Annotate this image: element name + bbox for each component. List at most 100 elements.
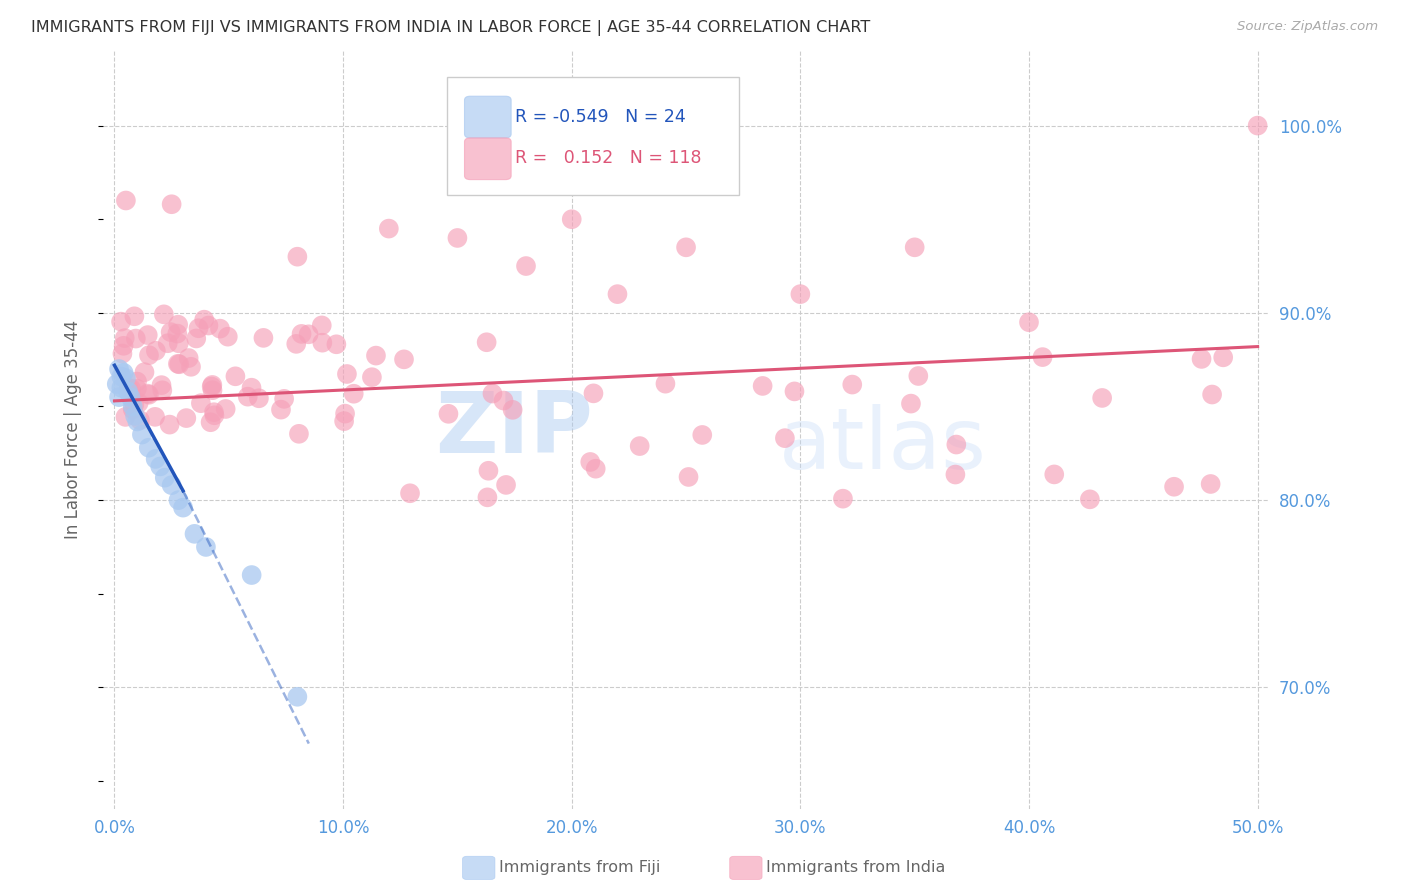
Point xyxy=(131,427,153,442)
Point xyxy=(1163,480,1185,494)
Point xyxy=(153,470,176,484)
Point xyxy=(481,386,503,401)
Point xyxy=(176,411,198,425)
Point xyxy=(336,367,359,381)
Point xyxy=(138,441,160,455)
Point xyxy=(190,396,212,410)
Point xyxy=(143,409,166,424)
Point xyxy=(515,259,537,273)
Point xyxy=(110,369,132,384)
Point xyxy=(145,452,167,467)
Text: atlas: atlas xyxy=(779,403,987,486)
Point xyxy=(287,690,309,704)
Point xyxy=(160,478,183,492)
Point xyxy=(297,327,319,342)
Point xyxy=(117,384,139,399)
Point xyxy=(120,390,142,404)
Point xyxy=(201,383,224,397)
Point xyxy=(166,326,188,341)
Point xyxy=(187,321,209,335)
Point xyxy=(217,329,239,343)
Point xyxy=(138,348,160,362)
Point xyxy=(224,369,246,384)
Point xyxy=(115,371,138,385)
Point xyxy=(361,370,384,384)
Point xyxy=(125,375,148,389)
Point xyxy=(678,470,700,484)
Point xyxy=(475,335,498,350)
Text: R =   0.152   N = 118: R = 0.152 N = 118 xyxy=(515,149,702,168)
Point xyxy=(690,428,713,442)
Point xyxy=(1191,351,1213,366)
Point xyxy=(112,339,135,353)
Point xyxy=(120,382,142,396)
Point xyxy=(214,401,236,416)
Point xyxy=(108,362,131,376)
FancyBboxPatch shape xyxy=(464,138,512,179)
Point xyxy=(150,378,173,392)
Point xyxy=(945,437,967,451)
Point xyxy=(180,359,202,374)
Point xyxy=(773,431,796,445)
Point xyxy=(364,349,387,363)
Point xyxy=(112,366,135,380)
Point xyxy=(194,540,217,554)
Point xyxy=(1032,350,1054,364)
Point xyxy=(201,379,224,393)
Point xyxy=(236,390,259,404)
FancyBboxPatch shape xyxy=(464,96,512,138)
Y-axis label: In Labor Force | Age 35-44: In Labor Force | Age 35-44 xyxy=(65,320,82,540)
Point xyxy=(167,336,190,351)
Point xyxy=(907,369,929,384)
Point xyxy=(160,197,183,211)
Point xyxy=(105,377,128,392)
Point xyxy=(378,221,401,235)
Point xyxy=(399,486,422,500)
Text: IMMIGRANTS FROM FIJI VS IMMIGRANTS FROM INDIA IN LABOR FORCE | AGE 35-44 CORRELA: IMMIGRANTS FROM FIJI VS IMMIGRANTS FROM … xyxy=(31,20,870,36)
Point xyxy=(477,491,499,505)
Point xyxy=(270,402,292,417)
Point xyxy=(124,397,146,411)
Point xyxy=(108,390,131,404)
Point xyxy=(628,439,651,453)
Point xyxy=(129,413,152,427)
Point xyxy=(904,240,927,254)
Point xyxy=(654,376,676,391)
Point xyxy=(208,321,231,335)
Point xyxy=(177,351,200,365)
Point xyxy=(392,352,415,367)
Point xyxy=(311,335,333,350)
Point xyxy=(561,212,583,227)
Point xyxy=(202,405,225,419)
Point xyxy=(495,478,517,492)
Point xyxy=(110,315,132,329)
Point xyxy=(1018,315,1040,329)
Point xyxy=(285,336,308,351)
Point xyxy=(252,331,274,345)
FancyBboxPatch shape xyxy=(447,78,738,194)
Point xyxy=(273,392,295,406)
Point xyxy=(288,426,311,441)
Point xyxy=(115,194,138,208)
Point xyxy=(145,343,167,358)
Text: ZIP: ZIP xyxy=(434,388,593,471)
Point xyxy=(136,386,159,401)
Point xyxy=(311,318,333,333)
Point xyxy=(832,491,855,506)
Point xyxy=(118,381,141,395)
Point xyxy=(1201,387,1223,401)
Point xyxy=(201,378,224,392)
Point xyxy=(1212,351,1234,365)
Point xyxy=(446,231,468,245)
Point xyxy=(841,377,863,392)
Point xyxy=(153,307,176,321)
Point xyxy=(138,388,160,402)
Point xyxy=(167,357,190,371)
Point xyxy=(585,461,607,475)
Text: Immigrants from Fiji: Immigrants from Fiji xyxy=(499,861,661,875)
Point xyxy=(159,417,181,432)
Point xyxy=(502,402,524,417)
Point xyxy=(121,400,143,414)
Point xyxy=(124,409,146,423)
Point xyxy=(197,318,219,333)
